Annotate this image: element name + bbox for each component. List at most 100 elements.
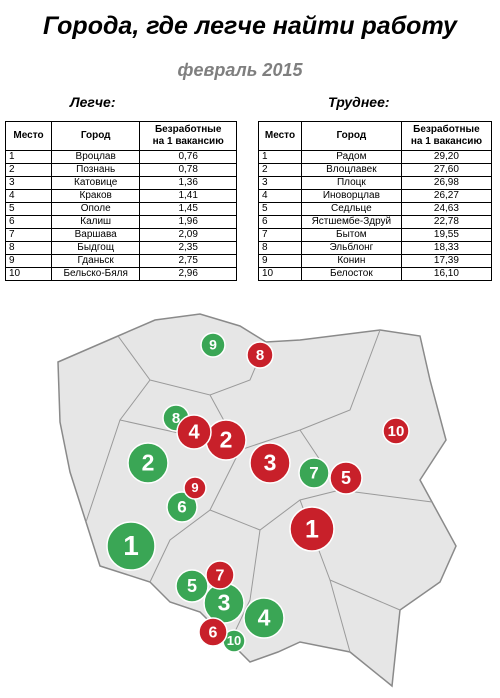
table-row: 5 Ополе 1,45 xyxy=(5,202,237,216)
table-cell: 7 xyxy=(5,228,52,242)
table-cell: 2 xyxy=(5,163,52,177)
column-header: Безработные на 1 вакансию xyxy=(400,121,493,151)
table-cell: 2 xyxy=(258,163,302,177)
table-cell: Бельско-Бяля xyxy=(50,267,141,281)
marker-label: 7 xyxy=(216,567,225,584)
table-row: 2 Познань 0,78 xyxy=(5,163,237,177)
marker-label: 10 xyxy=(388,423,405,440)
table-cell: Катовице xyxy=(50,176,141,190)
table-cell: 18,33 xyxy=(400,241,493,255)
marker-label: 3 xyxy=(218,590,231,616)
table-cell: 0,76 xyxy=(139,150,237,164)
map: 1 2 3 4 5 6 7 8 9 10 1 2 3 4 5 6 7 8 9 10 xyxy=(57,313,457,688)
table-cell: 3 xyxy=(5,176,52,190)
table-cell: 26,27 xyxy=(400,189,493,203)
table-row: 9 Гданьск 2,75 xyxy=(5,254,237,268)
table-cell: 2,75 xyxy=(139,254,237,268)
table-cell: 1 xyxy=(5,150,52,164)
table-cell: Ястшембе-Здруй xyxy=(300,215,402,229)
table-cell: 6 xyxy=(5,215,52,229)
harder-table: Место Город Безработные на 1 вакансию 1 Радо… xyxy=(258,121,493,281)
table-cell: 9 xyxy=(5,254,52,268)
table-cell: Конин xyxy=(300,254,402,268)
map-marker xyxy=(382,417,410,445)
table-cell: 24,63 xyxy=(400,202,493,216)
easier-heading: Легче: xyxy=(70,94,116,110)
column-header: Место xyxy=(258,121,302,151)
table-row: 1 Вроцлав 0,76 xyxy=(5,150,237,164)
country-outline xyxy=(57,313,457,688)
map-marker xyxy=(329,461,363,495)
table-cell: 9 xyxy=(258,254,302,268)
table-row: 6 Ястшембе-Здруй 22,78 xyxy=(258,215,493,229)
marker-label: 10 xyxy=(227,633,241,648)
marker-label: 3 xyxy=(264,450,277,476)
map-marker xyxy=(298,457,330,489)
table-row: 4 Краков 1,41 xyxy=(5,189,237,203)
table-row: 10 Бельско-Бяля 2,96 xyxy=(5,267,237,281)
table-cell: 8 xyxy=(5,241,52,255)
table-cell: 16,10 xyxy=(400,267,493,281)
map-marker xyxy=(106,521,156,571)
table-row: 7 Бытом 19,55 xyxy=(258,228,493,242)
table-cell: Эльблонг xyxy=(300,241,402,255)
table-row: 5 Седльце 24,63 xyxy=(258,202,493,216)
table-cell: Познань xyxy=(50,163,141,177)
marker-label: 2 xyxy=(142,450,155,476)
table-cell: 0,78 xyxy=(139,163,237,177)
marker-label: 4 xyxy=(188,421,200,443)
table-cell: Быдгощ xyxy=(50,241,141,255)
table-cell: 26,98 xyxy=(400,176,493,190)
table-cell: 3 xyxy=(258,176,302,190)
table-cell: Белосток xyxy=(300,267,402,281)
table-cell: 10 xyxy=(5,267,52,281)
marker-label: 5 xyxy=(341,468,351,488)
map-marker xyxy=(127,442,169,484)
table-row: 2 Влоцлавек 27,60 xyxy=(258,163,493,177)
map-marker xyxy=(246,341,274,369)
marker-label: 8 xyxy=(256,347,264,364)
header-row: Место Город Безработные на 1 вакансию xyxy=(5,121,237,151)
table-cell: Плоцк xyxy=(300,176,402,190)
map-marker xyxy=(175,569,209,603)
table-cell: 2,35 xyxy=(139,241,237,255)
map-marker xyxy=(183,476,207,500)
table-cell: 8 xyxy=(258,241,302,255)
table-cell: 7 xyxy=(258,228,302,242)
map-marker xyxy=(249,442,291,484)
column-header: Безработные на 1 вакансию xyxy=(139,121,237,151)
marker-label: 8 xyxy=(172,410,180,427)
table-cell: 22,78 xyxy=(400,215,493,229)
header-row: Место Город Безработные на 1 вакансию xyxy=(258,121,493,151)
table-cell: Иноворцлав xyxy=(300,189,402,203)
column-header: Место xyxy=(5,121,52,151)
table-cell: 6 xyxy=(258,215,302,229)
marker-label: 5 xyxy=(187,576,197,596)
marker-label: 9 xyxy=(209,337,217,353)
marker-label: 7 xyxy=(309,464,318,483)
table-cell: 1,96 xyxy=(139,215,237,229)
table-cell: Калиш xyxy=(50,215,141,229)
marker-label: 1 xyxy=(123,530,139,561)
map-marker xyxy=(166,491,198,523)
subtitle: февраль 2015 xyxy=(177,60,303,80)
table-cell: 4 xyxy=(258,189,302,203)
table-cell: 2,96 xyxy=(139,267,237,281)
table-cell: 27,60 xyxy=(400,163,493,177)
table-row: 8 Эльблонг 18,33 xyxy=(258,241,493,255)
table-row: 9 Конин 17,39 xyxy=(258,254,493,268)
table-cell: Влоцлавек xyxy=(300,163,402,177)
table-row: 3 Плоцк 26,98 xyxy=(258,176,493,190)
table-cell: 1,41 xyxy=(139,189,237,203)
table-cell: 10 xyxy=(258,267,302,281)
map-marker xyxy=(176,414,212,450)
table-row: 8 Быдгощ 2,35 xyxy=(5,241,237,255)
marker-label: 1 xyxy=(305,515,319,543)
marker-label: 6 xyxy=(209,624,218,641)
table-cell: 5 xyxy=(5,202,52,216)
column-header: Город xyxy=(50,121,141,151)
table-cell: 19,55 xyxy=(400,228,493,242)
table-cell: Бытом xyxy=(300,228,402,242)
table-cell: 1,36 xyxy=(139,176,237,190)
